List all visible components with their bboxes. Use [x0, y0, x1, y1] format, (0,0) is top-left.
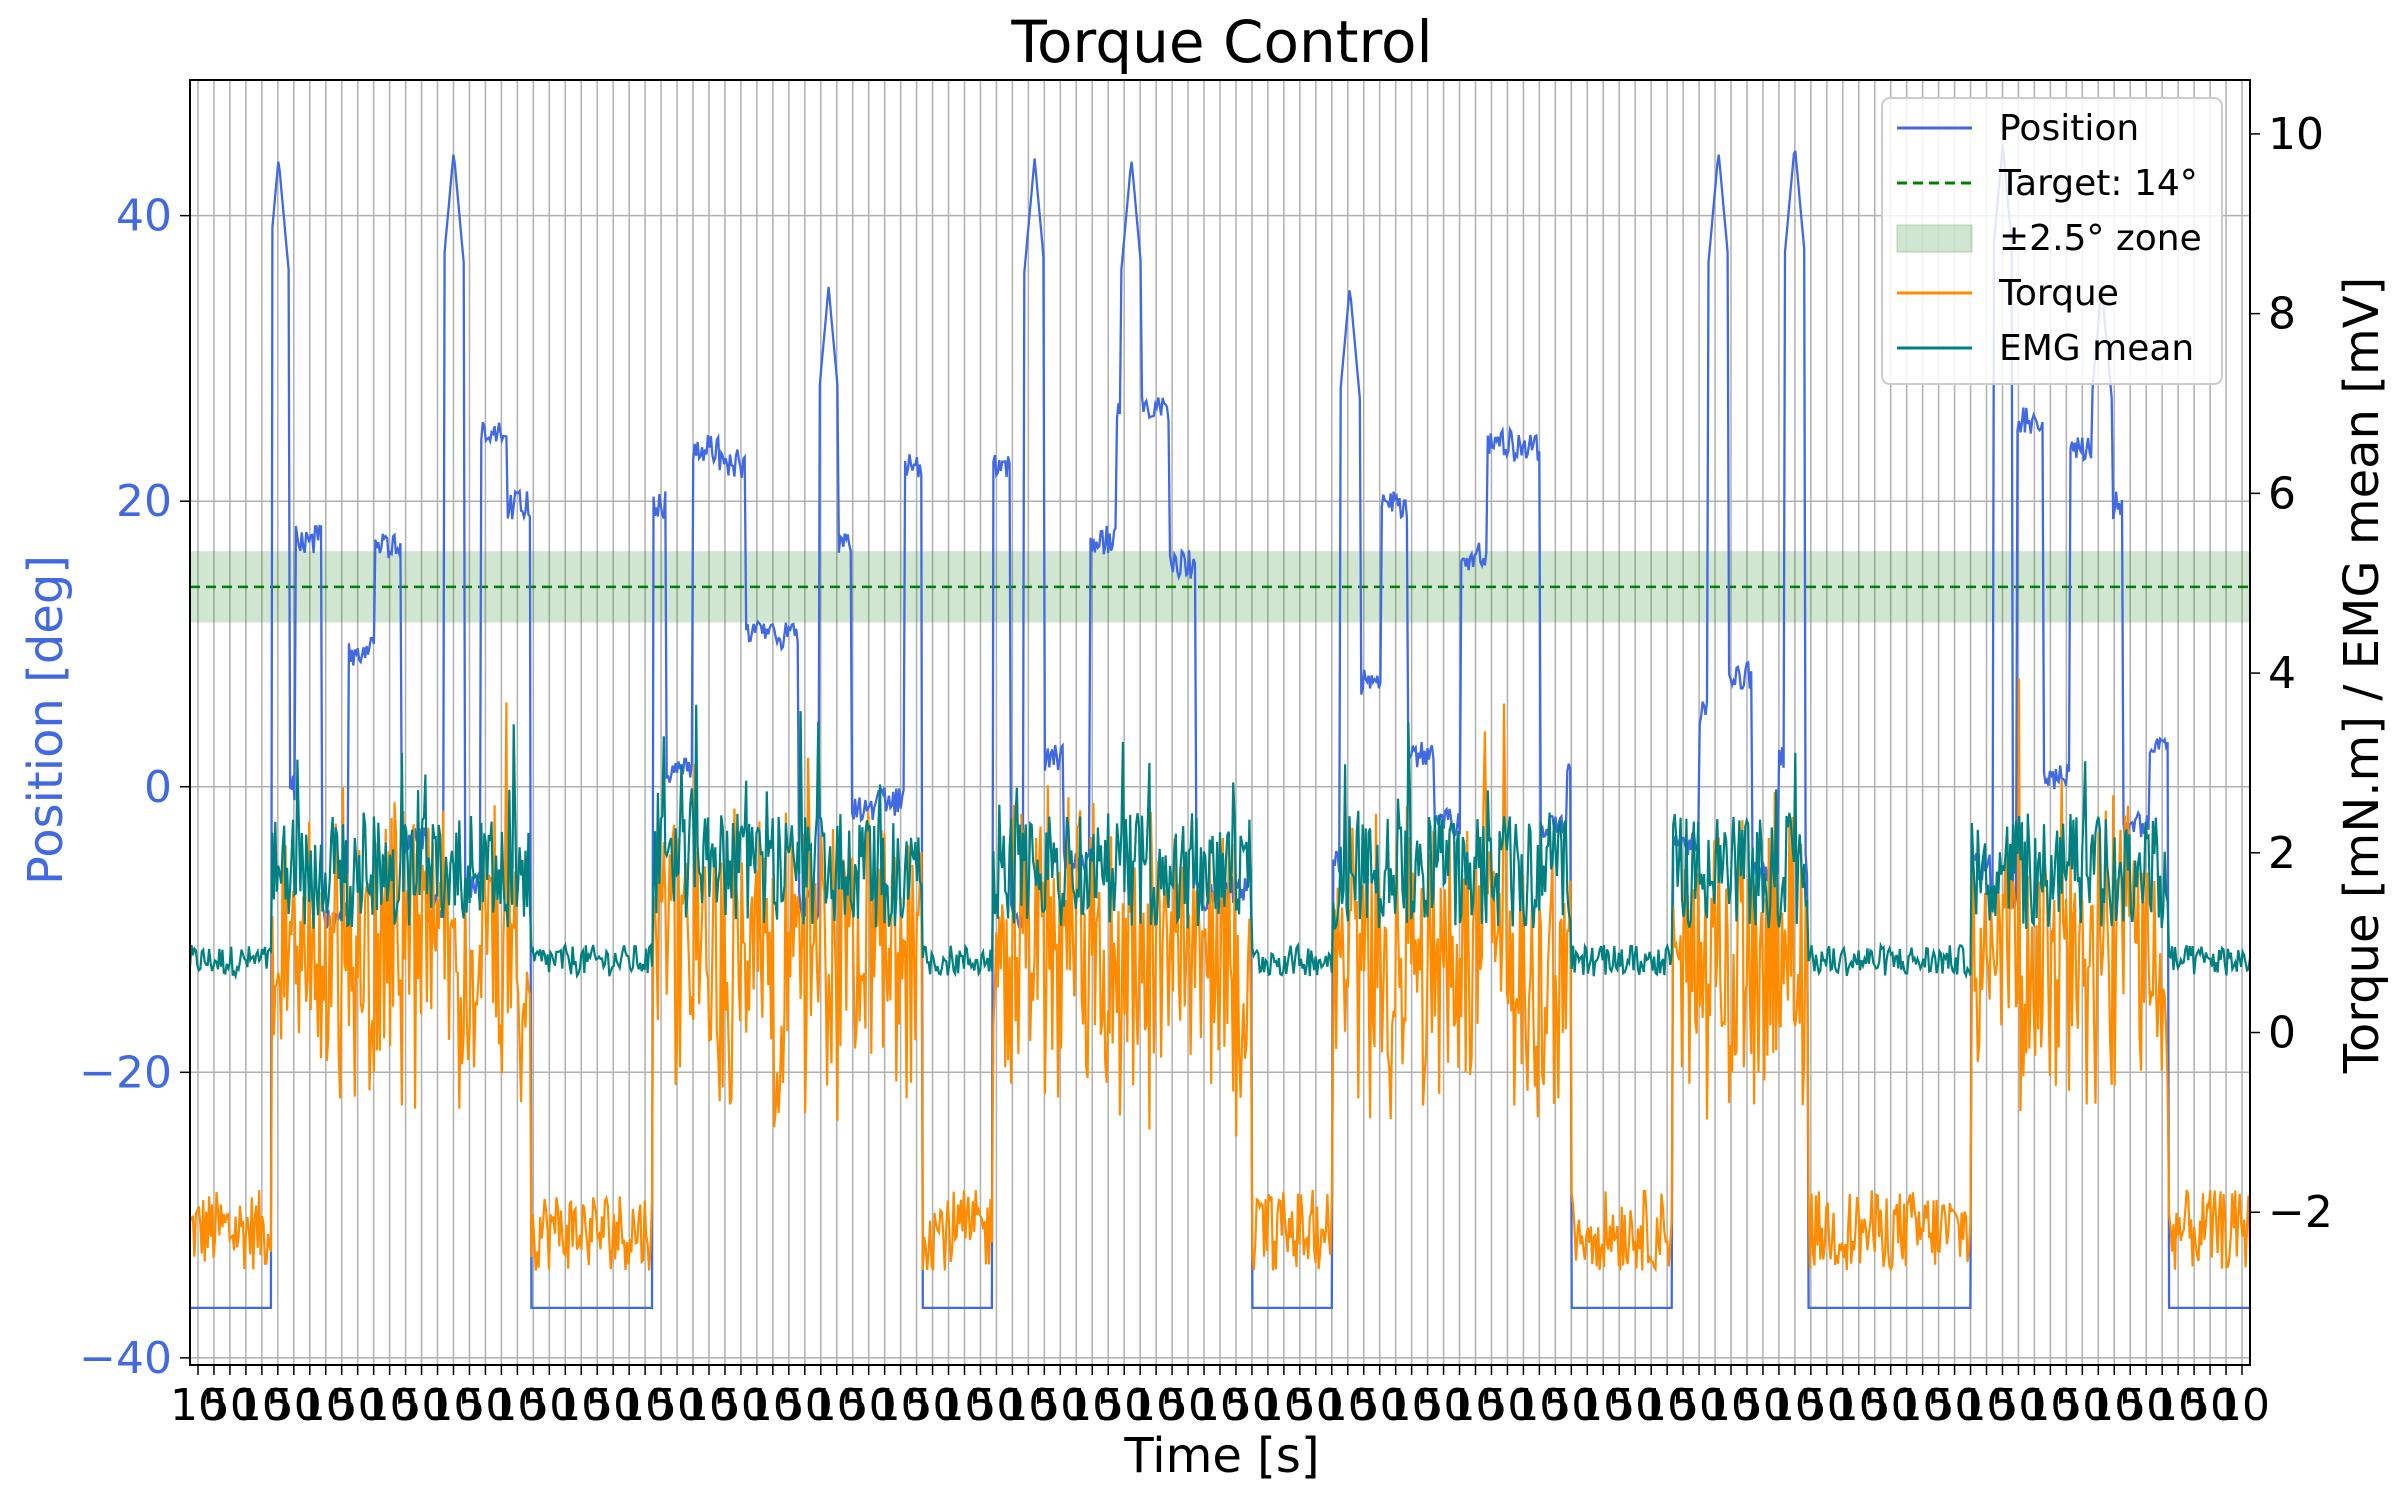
x-tick-label: 50: [2054, 1380, 2110, 1431]
x-tick-label: 10: [1895, 1380, 1951, 1431]
legend-emg-label: EMG mean: [1999, 328, 2194, 369]
y-tick-label-right: 0: [2268, 1008, 2296, 1059]
x-axis-ticks: 1050105010501050105010501050105010501050…: [170, 1365, 2270, 1431]
x-tick-label: 50: [1799, 1380, 1855, 1431]
x-tick-label: 10: [553, 1380, 609, 1431]
x-tick-label: 50: [1990, 1380, 2046, 1431]
legend-target-label: Target: 14°: [1998, 163, 2198, 204]
x-tick-label: 10: [1959, 1380, 2015, 1431]
x-tick-label: 10: [234, 1380, 290, 1431]
legend-zone-label: ±2.5° zone: [1999, 218, 2202, 259]
x-tick-label: 50: [2182, 1380, 2238, 1431]
x-tick-label: 50: [1543, 1380, 1599, 1431]
x-tick-label: 50: [1607, 1380, 1663, 1431]
x-tick-label: 50: [649, 1380, 705, 1431]
x-tick-label: 50: [1032, 1380, 1088, 1431]
y-tick-label-left: 0: [144, 762, 172, 813]
x-tick-label: 50: [777, 1380, 833, 1431]
x-tick-label: 50: [713, 1380, 769, 1431]
x-tick-label: 50: [1416, 1380, 1472, 1431]
x-tick-label: 50: [1735, 1380, 1791, 1431]
x-tick-label: 50: [394, 1380, 450, 1431]
x-tick-label: 10: [1000, 1380, 1056, 1431]
x-tick-label: 10: [298, 1380, 354, 1431]
x-tick-label: 50: [330, 1380, 386, 1431]
x-tick-label: 10: [1575, 1380, 1631, 1431]
y-tick-label-left: 20: [116, 476, 172, 527]
x-tick-label: 10: [681, 1380, 737, 1431]
x-tick-label: 50: [521, 1380, 577, 1431]
chart-title: Torque Control: [1010, 8, 1432, 76]
x-tick-label: 10: [1448, 1380, 1504, 1431]
emg-mean-series: [188, 704, 2252, 981]
x-tick-label: 10: [1767, 1380, 1823, 1431]
x-tick-label: 10: [2150, 1380, 2206, 1431]
x-tick-label: 50: [2118, 1380, 2174, 1431]
x-tick-label: 10: [1320, 1380, 1376, 1431]
x-tick-label: 10: [425, 1380, 481, 1431]
y-tick-label-left: −20: [79, 1047, 172, 1098]
x-tick-label: 10: [809, 1380, 865, 1431]
x-tick-label: 10: [1064, 1380, 1120, 1431]
x-tick-label: 50: [1352, 1380, 1408, 1431]
x-tick-label: 50: [968, 1380, 1024, 1431]
torque-series: [189, 678, 2252, 1273]
x-tick-label: 50: [1671, 1380, 1727, 1431]
y-tick-label-left: −40: [79, 1333, 172, 1384]
y-tick-label-right: 6: [2268, 468, 2296, 519]
y-axis-right-label: Torque [mN.m] / EMG mean [mV]: [2334, 277, 2390, 1075]
y-tick-label-left: 40: [116, 191, 172, 242]
x-tick-label: 10: [2086, 1380, 2142, 1431]
y-axis-left-ticks: −40 −20 0 20 40: [79, 191, 190, 1384]
x-tick-label: 10: [1192, 1380, 1248, 1431]
y-axis-right-ticks: −2 0 2 4 6 8 10: [2250, 109, 2333, 1238]
x-tick-label: 50: [457, 1380, 513, 1431]
legend: Position Target: 14° ±2.5° zone Torque E…: [1881, 97, 2223, 385]
x-tick-label: 10: [170, 1380, 226, 1431]
x-tick-label: 50: [1863, 1380, 1919, 1431]
x-tick-label: 10: [1831, 1380, 1887, 1431]
x-tick-label: 10: [936, 1380, 992, 1431]
x-tick-label: 10: [1256, 1380, 1312, 1431]
x-tick-label: 50: [585, 1380, 641, 1431]
x-axis-label: Time [s]: [1123, 1428, 1319, 1484]
y-tick-label-right: −2: [2268, 1187, 2333, 1238]
position-series: [190, 144, 2250, 1310]
x-tick-label: 10: [2022, 1380, 2078, 1431]
x-tick-label: 10: [362, 1380, 418, 1431]
x-tick-label: 50: [1160, 1380, 1216, 1431]
x-tick-label: 50: [905, 1380, 961, 1431]
legend-zone-swatch: [1896, 224, 1973, 253]
x-tick-label: 10: [617, 1380, 673, 1431]
y-tick-label-right: 2: [2268, 828, 2296, 879]
y-tick-label-right: 10: [2268, 109, 2324, 160]
x-tick-label: 10: [1511, 1380, 1567, 1431]
x-tick-label: 50: [841, 1380, 897, 1431]
x-tick-label: 50: [1927, 1380, 1983, 1431]
y-tick-label-right: 8: [2268, 289, 2296, 340]
x-tick-label: 10: [1384, 1380, 1440, 1431]
x-tick-label: 10: [1128, 1380, 1184, 1431]
y-tick-label-right: 4: [2268, 648, 2296, 699]
x-tick-label: 50: [1479, 1380, 1535, 1431]
x-tick-label: 50: [1288, 1380, 1344, 1431]
x-tick-label: 10: [873, 1380, 929, 1431]
legend-position-label: Position: [1999, 108, 2139, 149]
x-tick-label: 10: [1639, 1380, 1695, 1431]
x-tick-label: 10: [745, 1380, 801, 1431]
x-tick-label: 50: [1096, 1380, 1152, 1431]
x-tick-label: 50: [266, 1380, 322, 1431]
x-tick-label: 50: [1224, 1380, 1280, 1431]
x-tick-label: 10: [489, 1380, 545, 1431]
x-tick-label: 10: [1703, 1380, 1759, 1431]
x-tick-label: 10: [2214, 1380, 2270, 1431]
x-tick-label: 50: [202, 1380, 258, 1431]
y-axis-left-label: Position [deg]: [18, 555, 74, 885]
legend-torque-label: Torque: [1998, 273, 2119, 314]
